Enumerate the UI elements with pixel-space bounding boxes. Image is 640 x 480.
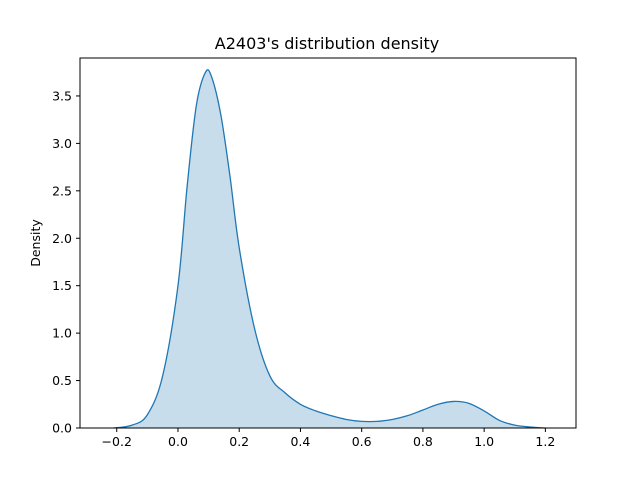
x-tick-label: 0.2 [229, 434, 249, 449]
density-area [113, 69, 546, 428]
y-tick-label: 1.0 [52, 326, 72, 341]
plot-area [113, 69, 546, 429]
y-axis: 0.0 0.5 1.0 1.5 2.0 2.5 3.0 3.5 [52, 88, 80, 436]
y-tick-label: 3.0 [52, 136, 72, 151]
density-line [113, 69, 546, 429]
y-tick-label: 2.0 [52, 231, 72, 246]
chart-title: A2403's distribution density [215, 34, 439, 53]
x-tick-label: 1.2 [535, 434, 555, 449]
x-tick-label: −0.2 [102, 434, 132, 449]
y-tick-label: 0.0 [52, 421, 72, 436]
y-tick-label: 0.5 [52, 373, 72, 388]
x-tick-label: 1.0 [474, 434, 494, 449]
y-tick-label: 2.5 [52, 183, 72, 198]
y-tick-label: 1.5 [52, 278, 72, 293]
x-axis: −0.2 0.0 0.2 0.4 0.6 0.8 1.0 1.2 [102, 428, 555, 449]
axes-frame [79, 57, 577, 429]
x-tick-label: 0.8 [413, 434, 433, 449]
y-axis-label: Density [28, 219, 43, 267]
x-tick-label: 0.0 [168, 434, 188, 449]
y-tick-label: 3.5 [52, 88, 72, 103]
x-tick-label: 0.6 [352, 434, 372, 449]
x-tick-label: 0.4 [290, 434, 310, 449]
